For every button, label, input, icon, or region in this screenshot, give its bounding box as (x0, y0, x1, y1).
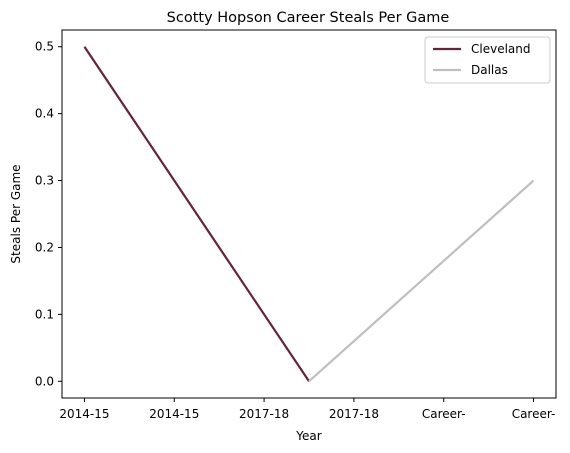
x-tick-label: 2017-18 (329, 407, 379, 421)
y-tick-label: 0.4 (35, 107, 54, 121)
x-tick-label: 2014-15 (59, 407, 109, 421)
x-tick-label: 2014-15 (149, 407, 199, 421)
x-tick-label: Career- (422, 407, 466, 421)
x-axis-label: Year (295, 429, 321, 443)
y-axis-label: Steals Per Game (9, 164, 23, 263)
legend-entry: Cleveland (471, 42, 531, 56)
legend: Cleveland Dallas (424, 36, 551, 84)
x-tick-label: 2017-18 (239, 407, 289, 421)
series-line-cleveland (83, 46, 310, 382)
y-tick-label: 0.2 (35, 240, 54, 254)
y-axis: 0.0 0.1 0.2 0.3 0.4 0.5 (35, 40, 62, 388)
y-tick-label: 0.3 (35, 174, 54, 188)
chart-title: Scotty Hopson Career Steals Per Game (167, 10, 450, 26)
series-line-dallas (308, 179, 535, 383)
plot-area (83, 46, 535, 383)
y-tick-label: 0.1 (35, 307, 54, 321)
y-tick-label: 0.0 (35, 374, 54, 388)
x-tick-label: Career- (512, 407, 556, 421)
x-axis: 2014-15 2014-15 2017-18 2017-18 Career- Caree… (59, 398, 555, 421)
y-tick-label: 0.5 (35, 40, 54, 54)
legend-entry: Dallas (471, 63, 508, 77)
axes-frame (61, 29, 557, 399)
